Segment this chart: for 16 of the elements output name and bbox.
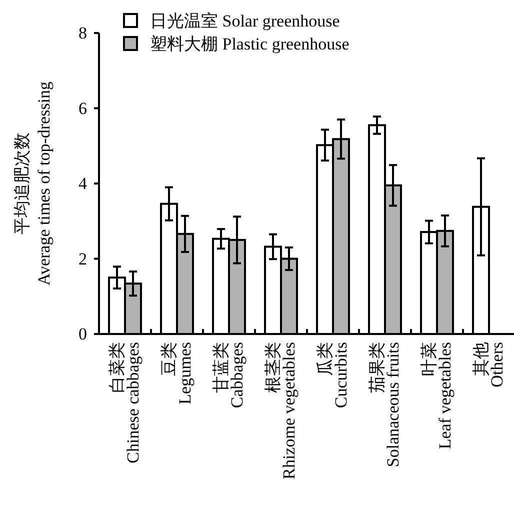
y-tick-label: 0 [78,324,87,344]
x-tick-label: 根茎类 Rhizome vegetables [264,342,298,480]
x-tick-label: 叶菜 Leaf vegetables [420,342,454,450]
x-tick-label: 其他 Others [472,342,506,388]
legend-item: 日光温室 Solar greenhouse [123,12,340,30]
x-tick-label: 甘蓝类 Cabbages [212,342,246,408]
y-tick-label: 4 [78,174,88,193]
x-tick-label: 茄果类 Solanaceous fruits [368,342,402,468]
x-tick-label: 豆类 Legumes [160,342,194,404]
x-tick-label: 白菜类 Chinese cabbages [108,342,142,464]
legend-item: 塑料大棚 Plastic greenhouse [123,34,350,54]
y-axis-title: 平均追肥次数 Average times of top-dressing [12,80,54,286]
y-tick-label: 2 [78,249,87,268]
y-tick-label: 6 [78,98,87,118]
x-tick-label: 瓜类 Cucurbits [316,342,350,408]
y-tick-label: 8 [78,24,87,42]
